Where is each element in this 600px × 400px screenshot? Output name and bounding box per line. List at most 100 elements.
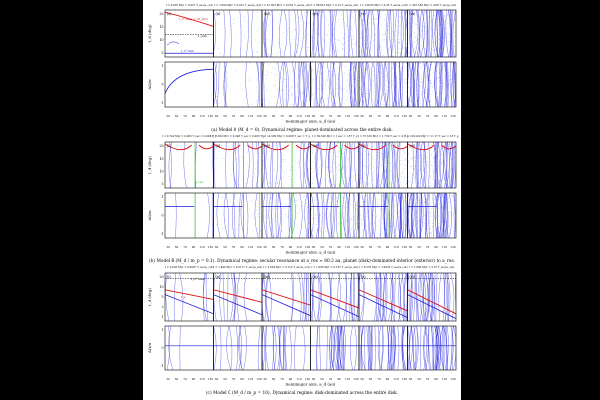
disk-particle-dot: [319, 167, 320, 169]
disk-particle-dot: [427, 198, 428, 200]
disk-particle-dot: [416, 212, 417, 213]
disk-particle-dot: [275, 216, 276, 217]
disk-particle-dot: [336, 200, 338, 202]
disk-particle-dot: [428, 156, 430, 157]
disk-particle-dot: [420, 151, 421, 153]
disk-particle-dot: [314, 24, 315, 25]
caption-c-text: Dynamical regime: disk-dominated across …: [272, 391, 399, 396]
disk-particle-dot: [388, 97, 389, 99]
disk-particle-dot: [313, 144, 314, 145]
disk-particle-dot: [216, 96, 218, 98]
disk-particle-dot: [426, 32, 427, 34]
disk-particle-dot: [432, 179, 433, 180]
disk-particle-dot: [238, 17, 239, 19]
disk-particle-dot: [228, 148, 229, 149]
disk-particle-dot: [428, 164, 429, 166]
disk-particle-dot: [285, 142, 286, 144]
disk-trajectory-line: [206, 193, 210, 238]
disk-particle-dot: [314, 14, 315, 16]
panel-top-marks: [165, 273, 214, 321]
disk-particle-dot: [266, 210, 267, 212]
disk-trajectory-line: [302, 62, 305, 107]
disk-particle-dot: [410, 69, 411, 71]
disk-particle-dot: [235, 181, 237, 182]
planet-inclination-curve: [213, 289, 262, 303]
disk-particle-dot: [306, 47, 307, 48]
disk-particle-dot: [253, 102, 254, 104]
disk-particle-dot: [287, 95, 289, 97]
disk-particle-dot: [367, 168, 369, 170]
disk-particle-dot: [381, 153, 383, 154]
disk-particle-dot: [351, 35, 353, 36]
disk-particle-dot: [439, 17, 441, 19]
disk-particle-dot: [450, 52, 452, 54]
disk-particle-dot: [295, 30, 296, 31]
y-tick-label-bottom: 0: [161, 214, 163, 218]
disk-particle-dot: [349, 184, 351, 186]
disk-trajectory-line: [428, 273, 432, 321]
disk-particle-dot: [394, 85, 395, 87]
disk-particle-dot: [438, 55, 439, 56]
disk-particle-dot: [403, 176, 405, 178]
disk-particle-dot: [444, 205, 445, 207]
disk-particle-dot: [317, 33, 319, 35]
disk-trajectory-line: [216, 193, 221, 238]
disk-particle-dot: [394, 235, 395, 237]
disk-particle-dot: [433, 19, 434, 20]
disk-trajectory-line: [417, 273, 421, 321]
disk-particle-dot: [453, 148, 455, 150]
disk-particle-dot: [293, 182, 294, 184]
disk-trajectory-line: [415, 273, 417, 321]
disk-particle-dot: [379, 99, 380, 101]
disk-particle-dot: [438, 161, 440, 162]
disk-particle-dot: [406, 165, 408, 167]
disk-particle-dot: [247, 21, 249, 23]
disk-particle-dot: [329, 180, 331, 181]
disk-particle-dot: [370, 197, 372, 199]
disk-trajectory-line: [386, 62, 389, 107]
disk-particle-dot: [346, 220, 348, 221]
disk-particle-dot: [422, 150, 424, 152]
disk-particle-dot: [445, 40, 447, 41]
y-tick-label-bottom: 0: [161, 346, 163, 350]
disk-particle-dot: [243, 100, 245, 102]
disk-trajectory-line: [411, 193, 415, 238]
disk-trajectory-line: [342, 326, 345, 370]
disk-trajectory-line: [369, 326, 371, 370]
disk-particle-dot: [438, 142, 440, 144]
disk-particle-dot: [433, 223, 434, 224]
disk-trajectory-line: [256, 62, 260, 107]
disk-particle-dot: [454, 46, 455, 47]
disk-particle-dot: [434, 216, 435, 217]
disk-particle-dot: [224, 79, 226, 81]
disk-particle-dot: [406, 49, 408, 51]
disk-trajectory-line: [425, 193, 427, 238]
disk-particle-dot: [364, 70, 365, 72]
disk-particle-dot: [348, 207, 350, 209]
disk-particle-dot: [312, 152, 314, 154]
disk-particle-dot: [356, 149, 357, 150]
disk-trajectory-line: [444, 142, 448, 188]
disk-particle-dot: [361, 224, 363, 225]
disk-trajectory-line: [369, 193, 373, 238]
panel-bottom-marks: [310, 326, 359, 370]
disk-particle-dot: [408, 230, 409, 232]
disk-particle-dot: [418, 103, 420, 105]
disk-particle-dot: [433, 49, 434, 51]
disk-particle-dot: [375, 148, 376, 149]
disk-particle-dot: [313, 205, 314, 207]
disk-particle-dot: [348, 217, 350, 219]
x-tick-label: 130: [256, 377, 261, 381]
disk-particle-dot: [414, 94, 415, 96]
disk-particle-dot: [322, 215, 324, 217]
disk-particle-dot: [375, 77, 377, 79]
disk-particle-dot: [447, 14, 448, 15]
disk-particle-dot: [290, 209, 292, 210]
disk-particle-dot: [292, 94, 293, 96]
disk-particle-dot: [352, 30, 353, 32]
x-tick-label: 70: [232, 377, 236, 381]
disk-particle-dot: [417, 221, 418, 222]
disk-trajectory-line: [265, 142, 269, 188]
x-tick-label: 70: [329, 245, 333, 249]
disk-particle-dot: [264, 43, 266, 45]
